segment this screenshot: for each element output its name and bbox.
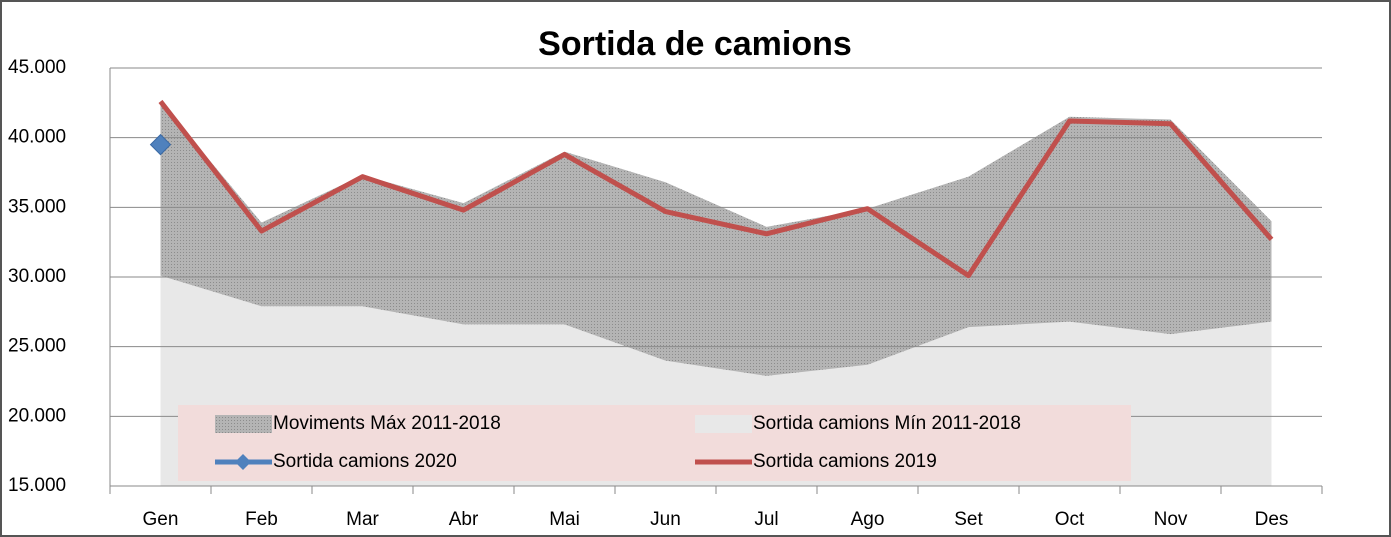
y-tick-label: 35.000 — [8, 196, 66, 217]
x-tick-label: Des — [1255, 509, 1289, 530]
chart-title: Sortida de camions — [538, 25, 852, 63]
legend-label: Moviments Máx 2011-2018 — [273, 413, 501, 434]
x-tick-label: Ago — [851, 509, 885, 530]
x-tick-label: Mai — [549, 509, 580, 530]
x-tick-label: Abr — [449, 509, 479, 530]
legend-swatch — [215, 415, 272, 433]
legend-label: Sortida camions 2019 — [753, 451, 937, 472]
y-tick-label: 20.000 — [8, 405, 66, 426]
x-tick-label: Jun — [650, 509, 681, 530]
legend-label: Sortida camions Mín 2011-2018 — [753, 413, 1021, 434]
x-tick-label: Oct — [1055, 509, 1085, 530]
x-tick-label: Gen — [143, 509, 179, 530]
x-tick-label: Jul — [754, 509, 778, 530]
y-tick-label: 15.000 — [8, 475, 66, 496]
y-tick-label: 25.000 — [8, 336, 66, 357]
x-tick-label: Mar — [346, 509, 379, 530]
x-tick-label: Nov — [1154, 509, 1188, 530]
y-tick-label: 40.000 — [8, 127, 66, 148]
legend-swatch — [695, 415, 752, 433]
y-tick-label: 45.000 — [8, 57, 66, 78]
y-tick-label: 30.000 — [8, 266, 66, 287]
x-tick-label: Set — [954, 509, 983, 530]
marker — [149, 133, 172, 156]
legend-swatch — [235, 454, 251, 470]
x-tick-label: Feb — [245, 509, 278, 530]
legend-box — [178, 405, 1131, 481]
legend-label: Sortida camions 2020 — [273, 451, 457, 472]
line — [158, 99, 1274, 279]
